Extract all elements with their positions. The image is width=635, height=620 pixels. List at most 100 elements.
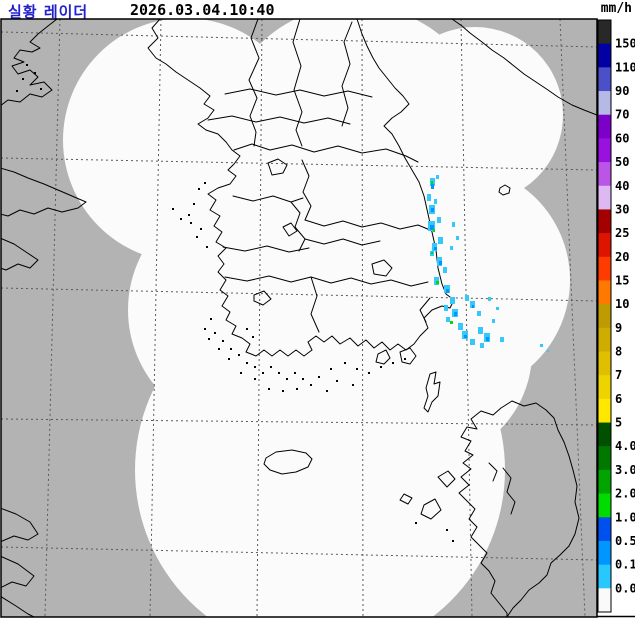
legend-tick-label: 40 [615,179,629,193]
legend-tick-label: 50 [615,155,629,169]
echo-cell [464,335,467,338]
echo-cell [478,327,483,334]
echo-cell [496,307,499,310]
legend-tick-label: 7 [615,368,622,382]
legend-segment [598,327,611,353]
dmz-line [233,143,419,163]
echo-cell [431,184,434,189]
legend-segment [598,304,611,329]
legend-segment [598,351,611,376]
echo-cell [431,208,434,212]
map-border [0,18,598,618]
legend-segment [598,114,611,139]
kyushu-coastline [506,400,580,617]
echo-cell [547,350,549,352]
legend-segment [598,540,611,566]
legend-segment [598,446,611,471]
echo-cell [486,337,489,341]
legend-tick-label: 30 [615,202,629,216]
echo-cell [427,194,431,201]
echo-cell [444,305,448,311]
legend-tick-label: 0.5 [615,534,635,548]
legend-tick-label: 0.1 [615,558,635,572]
coastlines [1,19,597,617]
rainfall-legend: 150 110 90 70 60 50 40 30 25 20 15 10 9 8 7 6 5 4.0 3.0 2.0… [597,19,635,613]
legend-segment [598,422,611,447]
jeju-island [263,449,313,475]
echo-cell [472,305,474,308]
legend-segment [598,91,611,116]
legend-tick-label: 10 [615,297,629,311]
legend-tick-label: 8 [615,345,622,359]
echo-cell [458,323,463,330]
echo-cell [480,343,484,348]
tsushima-island [423,371,441,413]
echo-cell [488,297,491,301]
echo-cell [450,246,453,250]
legend-segment [598,185,611,210]
legend-tick-label: 20 [615,250,629,264]
legend-tick-label: 3.0 [615,463,635,477]
legend-tick-label: 6 [615,392,622,406]
legend-segment [598,588,611,613]
echo-cell [540,344,543,347]
legend-segment [598,469,611,495]
echo-cell [431,252,433,254]
legend-segment [598,280,611,305]
radar-coverage-area [63,19,570,617]
legend-tick-label: 90 [615,84,629,98]
echo-cell [492,319,495,323]
echo-cell [436,281,439,284]
ulleungdo-island [498,184,511,196]
legend-segment [598,162,611,187]
echo-cell [439,261,442,265]
legend-segment [598,517,611,542]
echo-cell [430,225,434,230]
legend-tick-label: 70 [615,108,629,122]
echo-cell [465,295,469,301]
legend-tick-label: 25 [615,226,629,240]
echo-cell [452,222,455,227]
china-south-coastline [1,507,39,543]
echo-cell [477,311,481,316]
legend-segment [598,398,611,424]
legend-tick-label: 15 [615,273,629,287]
northeast-coastline [451,19,597,116]
echo-cell [450,297,455,304]
legend-segment [598,209,611,234]
unit-label: mm/h [600,1,632,16]
legend-tick-label: 1.0 [615,510,635,524]
echo-cell [438,237,443,244]
echo-cell [436,175,439,179]
echo-cell [446,317,450,322]
echo-cell [434,199,437,204]
echo-cell [431,181,433,184]
echo-cell [434,247,437,250]
precipitation-echoes [427,175,549,352]
legend-tick-label: 2.0 [615,487,635,501]
legend-tick-label: 110 [615,60,635,74]
korea-coastline [147,19,455,357]
echo-cell [437,217,441,223]
graticule-grid [1,19,597,617]
legend-segment [598,138,611,163]
page-title: 실황 레이더 [8,3,89,21]
legend-segment [598,67,611,92]
echo-cell [470,339,475,345]
legend-segment [598,564,611,589]
echo-cell [433,229,435,232]
header-bar: 실황 레이더 2026.03.04.10:40 mm/h [0,0,635,21]
legend-segment [598,233,611,258]
legend-tick-label: 9 [615,321,622,335]
legend-segment [598,375,611,400]
legend-tick-label: 60 [615,131,629,145]
china-shandong-coastline [1,167,87,217]
echo-cell [500,337,504,342]
legend-tick-label: 150 [615,37,635,51]
legend-segment [598,493,611,518]
legend-segment [598,20,611,45]
admin-boundaries [207,19,431,333]
echo-cell [443,267,447,273]
timestamp: 2026.03.04.10:40 [130,1,275,19]
